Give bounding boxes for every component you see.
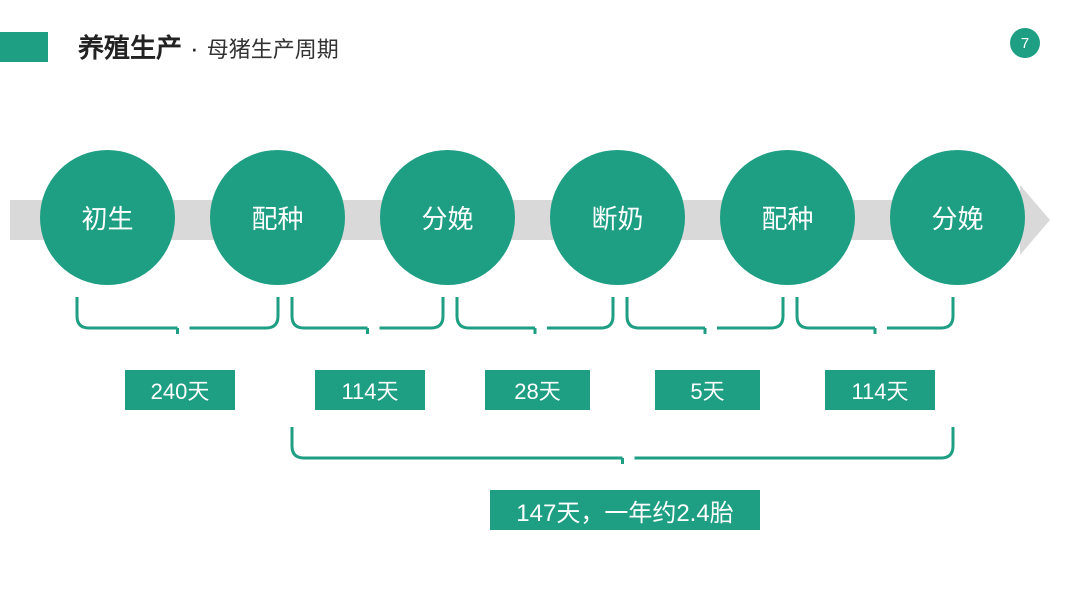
brace-1 xyxy=(290,295,445,330)
duration-label: 114天 xyxy=(341,374,398,406)
stage-label: 配种 xyxy=(761,199,813,236)
duration-label: 5天 xyxy=(690,374,724,406)
duration-boxes-row: 240天 114天 28天 5天 114天 xyxy=(10,370,1070,415)
stage-circle-0: 初生 xyxy=(40,150,175,285)
title-separator: · xyxy=(190,33,199,64)
duration-label: 114天 xyxy=(851,374,908,406)
duration-box-1: 114天 xyxy=(315,370,425,410)
brace-2 xyxy=(455,295,615,330)
title-group: 养殖生产 · 母猪生产周期 xyxy=(78,28,339,65)
accent-block xyxy=(0,32,48,62)
duration-box-4: 114天 xyxy=(825,370,935,410)
stage-circle-5: 分娩 xyxy=(890,150,1025,285)
title-sub: 母猪生产周期 xyxy=(207,32,339,64)
summary-box-row: 147天，一年约2.4胎 xyxy=(10,490,1070,540)
slide: 养殖生产 · 母猪生产周期 7 初生 配种 分娩 断奶 配种 分娩 240天 1… xyxy=(0,0,1080,608)
stage-label: 断奶 xyxy=(591,199,643,236)
summary-box: 147天，一年约2.4胎 xyxy=(490,490,760,530)
brace-4 xyxy=(795,295,955,330)
stage-circle-2: 分娩 xyxy=(380,150,515,285)
stage-label: 配种 xyxy=(251,199,303,236)
stage-circle-3: 断奶 xyxy=(550,150,685,285)
stage-circle-4: 配种 xyxy=(720,150,855,285)
summary-brace xyxy=(290,425,955,460)
duration-box-0: 240天 xyxy=(125,370,235,410)
flow-diagram: 初生 配种 分娩 断奶 配种 分娩 xyxy=(10,150,1070,290)
duration-label: 240天 xyxy=(151,374,210,406)
page-number: 7 xyxy=(1021,35,1029,52)
duration-box-2: 28天 xyxy=(485,370,590,410)
brace-0 xyxy=(75,295,280,330)
duration-box-3: 5天 xyxy=(655,370,760,410)
stage-label: 初生 xyxy=(81,199,133,236)
summary-label: 147天，一年约2.4胎 xyxy=(516,493,733,528)
title-bar: 养殖生产 · 母猪生产周期 xyxy=(0,28,339,65)
stage-label: 分娩 xyxy=(931,199,983,236)
brace-3 xyxy=(625,295,785,330)
title-main: 养殖生产 xyxy=(78,28,182,65)
stage-circle-1: 配种 xyxy=(210,150,345,285)
page-number-badge: 7 xyxy=(1010,28,1040,58)
stage-label: 分娩 xyxy=(421,199,473,236)
duration-label: 28天 xyxy=(514,374,560,406)
